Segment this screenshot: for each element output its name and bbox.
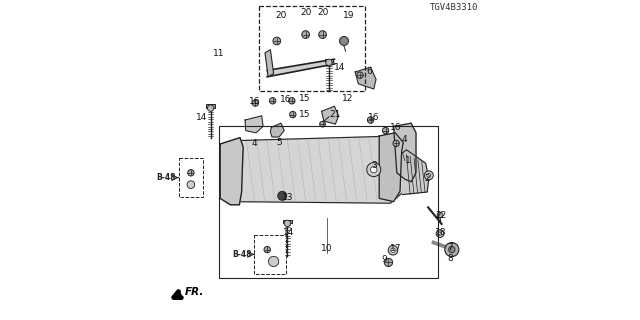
- Circle shape: [438, 232, 442, 235]
- Text: 4: 4: [402, 135, 407, 144]
- Polygon shape: [355, 67, 376, 89]
- Circle shape: [449, 246, 455, 253]
- Text: FR.: FR.: [184, 287, 204, 297]
- Polygon shape: [394, 123, 416, 182]
- Polygon shape: [265, 50, 274, 77]
- Circle shape: [371, 166, 377, 173]
- Text: 20: 20: [300, 8, 311, 17]
- Circle shape: [269, 256, 279, 267]
- Text: 12: 12: [342, 94, 354, 103]
- Circle shape: [289, 111, 296, 118]
- Polygon shape: [322, 106, 339, 124]
- Circle shape: [319, 31, 326, 38]
- Circle shape: [437, 212, 443, 218]
- Text: 16: 16: [280, 95, 291, 104]
- Text: 14: 14: [283, 228, 294, 237]
- Circle shape: [252, 100, 259, 106]
- Bar: [283, 220, 292, 223]
- Circle shape: [384, 258, 393, 267]
- Text: 2: 2: [424, 174, 429, 183]
- Polygon shape: [229, 136, 406, 203]
- Circle shape: [424, 171, 433, 180]
- Text: 10: 10: [321, 244, 333, 253]
- Text: 19: 19: [343, 11, 355, 20]
- Circle shape: [367, 163, 381, 177]
- Circle shape: [269, 98, 276, 104]
- Bar: [254, 235, 287, 274]
- Bar: [206, 104, 215, 108]
- Bar: [179, 158, 204, 197]
- Text: 4: 4: [252, 139, 257, 148]
- Circle shape: [357, 72, 364, 78]
- Polygon shape: [268, 59, 334, 77]
- Polygon shape: [245, 116, 263, 133]
- Circle shape: [187, 181, 195, 188]
- Text: 22: 22: [435, 211, 447, 220]
- Text: 16: 16: [249, 97, 260, 106]
- Text: 5: 5: [276, 138, 282, 147]
- Circle shape: [383, 127, 389, 134]
- Polygon shape: [403, 150, 429, 195]
- Circle shape: [367, 117, 374, 123]
- Circle shape: [320, 121, 326, 127]
- Circle shape: [264, 246, 270, 253]
- Text: 15: 15: [300, 110, 310, 119]
- Text: 21: 21: [330, 110, 341, 119]
- Bar: [219, 126, 438, 278]
- Text: B-48: B-48: [232, 250, 252, 259]
- Text: 20: 20: [275, 11, 287, 20]
- Circle shape: [390, 248, 396, 252]
- Text: 6: 6: [366, 68, 372, 76]
- Text: 14: 14: [334, 63, 346, 72]
- Text: 16: 16: [368, 113, 380, 122]
- Circle shape: [302, 31, 310, 38]
- Text: 1: 1: [405, 156, 410, 165]
- Circle shape: [388, 245, 398, 255]
- Circle shape: [393, 140, 399, 147]
- Text: 15: 15: [300, 94, 310, 103]
- Circle shape: [188, 170, 194, 176]
- Circle shape: [207, 105, 214, 111]
- Polygon shape: [270, 123, 284, 137]
- Text: 14: 14: [196, 113, 207, 122]
- Polygon shape: [380, 133, 403, 202]
- Text: 18: 18: [435, 228, 447, 237]
- Bar: [259, 6, 365, 91]
- Circle shape: [289, 98, 295, 104]
- Text: B-48: B-48: [157, 173, 176, 182]
- Circle shape: [278, 191, 287, 200]
- Text: 16: 16: [390, 123, 401, 132]
- Text: 3: 3: [371, 161, 377, 170]
- Text: 20: 20: [317, 8, 329, 17]
- Circle shape: [436, 230, 444, 237]
- Text: TGV4B3310: TGV4B3310: [430, 3, 479, 12]
- Text: 8: 8: [447, 254, 453, 263]
- Text: 9: 9: [381, 255, 387, 264]
- Bar: [325, 59, 333, 62]
- Circle shape: [445, 243, 459, 257]
- Text: 11: 11: [212, 49, 224, 58]
- Circle shape: [273, 37, 280, 45]
- Circle shape: [427, 173, 431, 177]
- Circle shape: [326, 59, 332, 66]
- Polygon shape: [220, 138, 243, 205]
- Text: 7: 7: [447, 244, 453, 252]
- Circle shape: [284, 220, 291, 227]
- Text: 13: 13: [282, 193, 293, 202]
- Circle shape: [339, 36, 349, 45]
- Text: 17: 17: [390, 244, 402, 253]
